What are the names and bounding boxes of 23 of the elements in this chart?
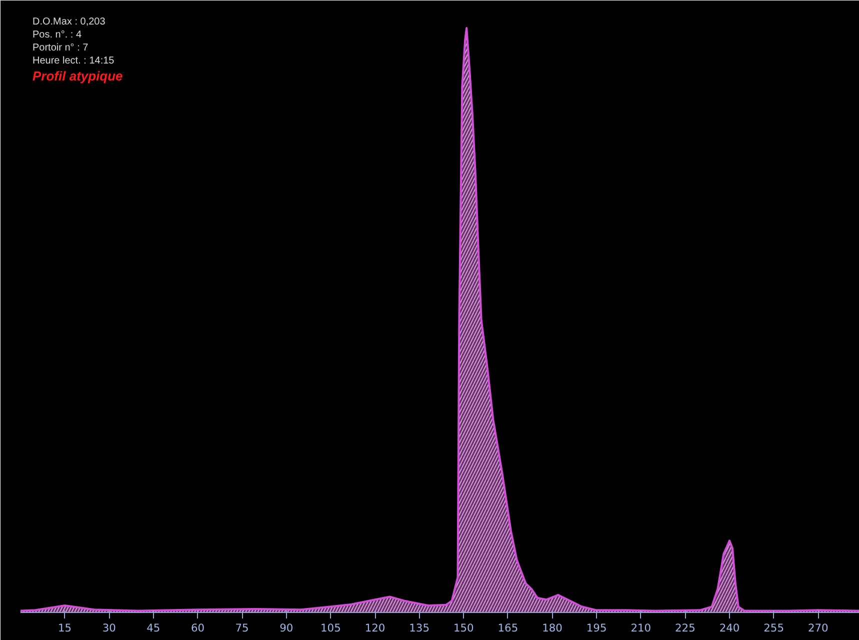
annotation: Pos. n°. : 4 [32, 30, 82, 40]
annotation: Profil atypique [32, 68, 123, 84]
x-tick-label: 195 [586, 622, 607, 634]
x-tick-label: 120 [364, 622, 386, 634]
x-tick-label: 270 [808, 622, 829, 634]
x-tick-label: 165 [498, 622, 518, 634]
x-tick-label: 75 [235, 622, 249, 634]
x-tick-label: 240 [719, 622, 740, 634]
x-tick-label: 105 [320, 622, 341, 634]
x-tick-label: 255 [764, 622, 784, 634]
text: D.O.Max : 0,203 [32, 16, 106, 28]
annotation: Heure lect. : 14:15 [32, 56, 115, 66]
x-tick-label: 45 [146, 622, 160, 634]
annotation: Portoir n° : 7 [32, 42, 89, 54]
x-tick-label: 225 [675, 622, 696, 634]
x-tick-label: 60 [190, 622, 205, 634]
x-tick-label: 150 [453, 622, 474, 634]
x-tick-label: 15 [58, 622, 72, 634]
x-tick-label: 135 [409, 622, 430, 634]
x-tick-label: 90 [280, 622, 294, 634]
x-tick-label: 30 [102, 622, 116, 634]
x-tick-label: 210 [630, 622, 652, 634]
x-tick-label: 180 [542, 622, 563, 634]
